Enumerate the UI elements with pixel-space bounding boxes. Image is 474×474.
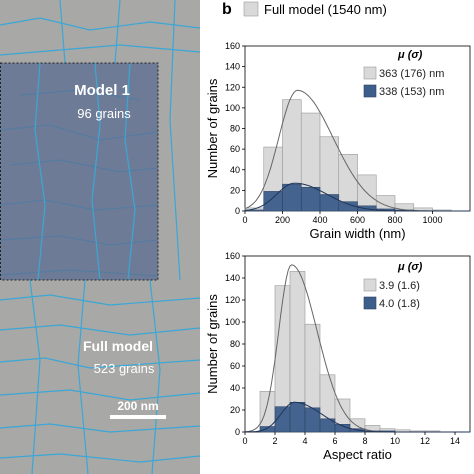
- y-tick-label: 0: [235, 206, 240, 216]
- model1-grain-boundaries: [0, 62, 200, 463]
- x-tick-label: 200: [275, 215, 290, 225]
- model1-outline: [0, 62, 159, 281]
- grain-boundary-line: [149, 279, 161, 474]
- legend-entry: 4.0 (1.8): [379, 298, 420, 310]
- legend-entry: 3.9 (1.6): [379, 280, 420, 292]
- bar-model1: [282, 183, 302, 212]
- fit-curve-model1: [244, 401, 470, 433]
- y-tick-label: 40: [230, 383, 240, 393]
- legend-swatch: [363, 84, 377, 98]
- grain-boundary-line: [0, 44, 200, 56]
- legend-title: μ (σ): [397, 261, 423, 273]
- y-tick-label: 100: [225, 103, 240, 113]
- y-tick-label: 120: [225, 82, 240, 92]
- grain-boundary-line: [0, 324, 200, 336]
- x-axis-label: Aspect ratio: [323, 447, 392, 462]
- y-tick-label: 80: [230, 124, 240, 134]
- y-tick-label: 60: [230, 361, 240, 371]
- legend-entry: 338 (153) nm: [379, 86, 444, 98]
- y-tick-label: 60: [230, 144, 240, 154]
- model1-grain-count: 96 grains: [77, 106, 131, 121]
- bar-model1: [263, 191, 283, 212]
- grain-boundary-line: [29, 279, 41, 474]
- y-tick-label: 160: [225, 251, 240, 261]
- model1-title: Model 1: [74, 82, 130, 99]
- x-tick-label: 10: [390, 436, 400, 446]
- top-legend-swatch: [243, 1, 259, 17]
- grain-boundary-line: [0, 17, 200, 31]
- legend-entry: 363 (176) nm: [379, 68, 444, 80]
- bar-model1: [319, 194, 340, 212]
- panel-label: b: [222, 1, 232, 18]
- grain-boundary-line: [169, 0, 181, 281]
- bar-model1: [300, 186, 321, 212]
- y-axis-label: Number of grains: [205, 294, 220, 394]
- y-tick-label: 160: [225, 41, 240, 51]
- x-tick-label: 6: [332, 436, 337, 446]
- y-tick-label: 20: [230, 405, 240, 415]
- y-tick-label: 120: [225, 295, 240, 305]
- bar-model1: [289, 401, 306, 433]
- grain-boundary-line: [34, 62, 46, 281]
- full-model-title: Full model: [83, 338, 153, 354]
- grain-boundary-line: [0, 389, 200, 401]
- grain-boundary-line: [91, 62, 101, 281]
- grain-width-histogram: 0 200 400 600 800 1000 0 20 40 60 80 100 120 140 160 Gr…: [205, 41, 471, 241]
- grain-boundary-line: [77, 279, 89, 474]
- y-tick-label: 140: [225, 273, 240, 283]
- x-tick-label: 400: [312, 215, 327, 225]
- grain-boundary-line: [0, 357, 200, 369]
- y-tick-label: 140: [225, 62, 240, 72]
- legend-title: μ (σ): [397, 49, 423, 61]
- x-tick-label: 800: [387, 215, 402, 225]
- grain-boundary-line: [59, 0, 66, 64]
- x-tick-label: 600: [350, 215, 365, 225]
- x-tick-label: 0: [242, 436, 247, 446]
- x-tick-label: 12: [420, 436, 430, 446]
- grain-boundary-line: [114, 0, 121, 64]
- scale-bar: [110, 415, 166, 419]
- y-tick-label: 100: [225, 317, 240, 327]
- x-axis-label: Grain width (nm): [309, 226, 405, 241]
- legend-swatch: [363, 296, 377, 310]
- histogram-panel: b Full model (1540 nm) 0 200 400 600 800 1000…: [205, 1, 471, 462]
- full-model-grain-count: 523 grains: [94, 361, 155, 376]
- scale-bar-label: 200 nm: [117, 399, 158, 413]
- y-tick-label: 0: [235, 427, 240, 437]
- y-tick-label: 80: [230, 339, 240, 349]
- grain-boundary-line: [0, 294, 200, 306]
- x-tick-label: 14: [450, 436, 460, 446]
- legend-swatch: [363, 278, 377, 292]
- y-tick-label: 20: [230, 185, 240, 195]
- bar-model1: [259, 426, 276, 433]
- grain-boundary-line: [0, 453, 200, 463]
- y-tick-label: 40: [230, 165, 240, 175]
- top-legend-label: Full model (1540 nm): [264, 2, 387, 17]
- x-tick-label: 8: [362, 436, 367, 446]
- x-tick-label: 2: [272, 436, 277, 446]
- y-axis-label: Number of grains: [205, 78, 220, 178]
- bar-full-model: [259, 390, 276, 433]
- microstructure-panel: Model 1 96 grains Full model 523 grains …: [0, 0, 200, 474]
- x-tick-label: 0: [242, 215, 247, 225]
- x-tick-label: 4: [302, 436, 307, 446]
- legend-swatch: [363, 66, 377, 80]
- grain-boundary-line: [124, 62, 136, 281]
- x-tick-label: 1000: [422, 215, 442, 225]
